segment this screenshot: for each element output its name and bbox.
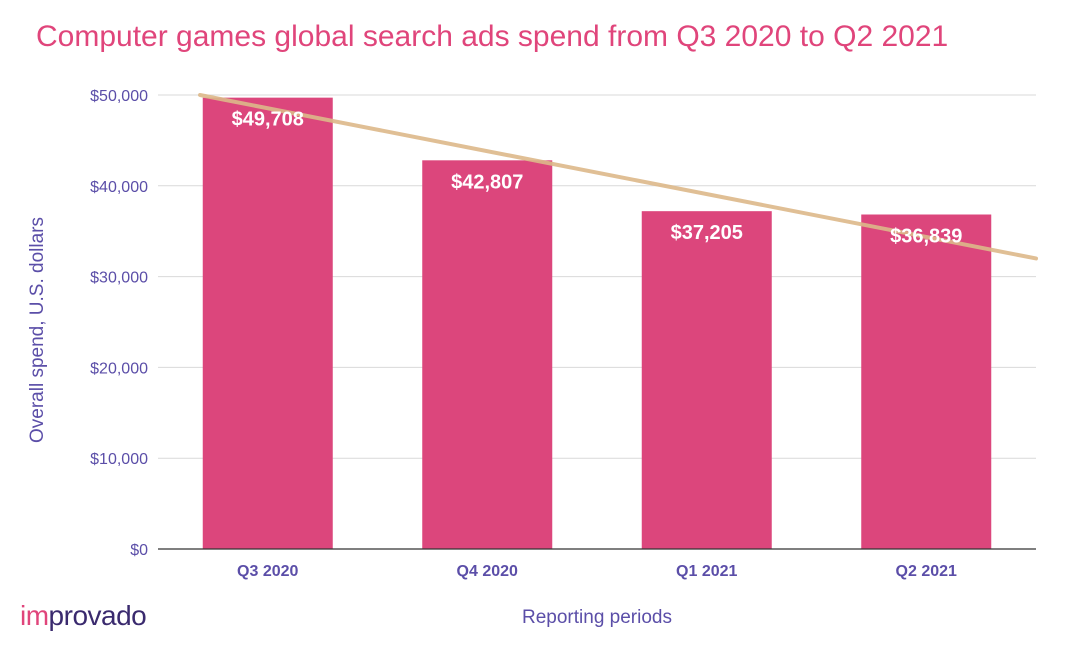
trendline <box>198 93 1038 261</box>
data-label: $42,807 <box>451 171 523 193</box>
x-tick-label: Q3 2020 <box>237 563 298 580</box>
bar <box>202 97 333 549</box>
data-label: $37,205 <box>671 222 743 244</box>
y-tick-label: $50,000 <box>90 88 148 105</box>
improvado-logo: improvado <box>20 600 147 632</box>
y-tick-label: $20,000 <box>90 360 148 377</box>
y-axis-label: Overall spend, U.S. dollars <box>27 217 48 443</box>
y-tick-label: $30,000 <box>90 270 148 287</box>
bar <box>861 214 992 549</box>
logo-part-2: provado <box>48 600 147 631</box>
bar <box>641 211 772 550</box>
y-tick-label: $10,000 <box>90 451 148 468</box>
y-tick-label: $0 <box>130 542 148 559</box>
data-label: $49,708 <box>232 109 304 131</box>
x-tick-label: Q2 2021 <box>896 563 957 580</box>
y-tick-label: $40,000 <box>90 179 148 196</box>
data-label: $36,839 <box>890 226 962 248</box>
x-tick-label: Q4 2020 <box>457 563 518 580</box>
x-axis-label: Reporting periods <box>522 607 672 628</box>
chart-title: Computer games global search ads spend f… <box>36 20 949 53</box>
x-tick-label: Q1 2021 <box>676 563 737 580</box>
logo-part-1: im <box>20 600 49 631</box>
bar <box>422 160 553 549</box>
